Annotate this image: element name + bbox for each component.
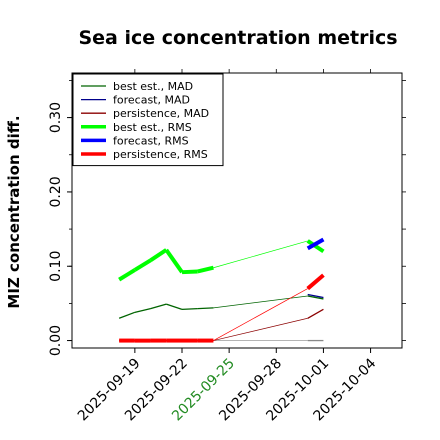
best-est-rms-line-segment	[149, 248, 168, 262]
persistence-rms-line-segment	[306, 273, 325, 291]
forecast-mad-line-segment	[307, 293, 324, 299]
best-est-mad-line-segment	[166, 303, 183, 310]
y-tick-label: 0.30	[48, 102, 64, 133]
best-est-rms-line-segment	[213, 240, 308, 269]
best-est-mad-line-segment	[181, 307, 198, 311]
y-axis-label: MIZ concentration diff.	[5, 115, 23, 308]
best-est-mad-line-segment	[197, 307, 214, 310]
chart-title: Sea ice concentration metrics	[78, 27, 397, 49]
y-tick-label: 0.10	[48, 251, 64, 282]
best-est-mad-line-segment	[150, 303, 167, 310]
best-est-mad-line-segment	[134, 307, 151, 313]
y-tick-label: 0.20	[48, 176, 64, 207]
legend-label: forecast, RMS	[113, 134, 189, 147]
legend-label: best est., MAD	[113, 80, 193, 93]
series-lines	[118, 237, 325, 343]
legend-label: best est., RMS	[113, 121, 192, 134]
best-est-mad-line-segment	[307, 295, 324, 300]
best-est-mad-line-segment	[118, 311, 136, 319]
best-est-rms-line-segment	[164, 248, 184, 274]
plot-area	[71, 72, 403, 349]
legend-box	[72, 73, 224, 167]
best-est-rms-line-segment	[181, 269, 198, 275]
persistence-mad-line-segment	[307, 308, 324, 319]
best-est-rms-line-segment	[197, 265, 214, 274]
best-est-mad-line-segment	[213, 295, 308, 309]
persistence-rms-line-segment	[213, 288, 308, 341]
y-tick-label: 0.00	[48, 325, 64, 356]
forecast-rms-line-segment	[306, 237, 325, 251]
best-est-rms-line-segment	[133, 258, 152, 272]
y-axis: 0.00 0.10 0.20 0.30	[48, 80, 406, 356]
legend-label: persistence, RMS	[113, 148, 208, 161]
persistence-mad-line-segment	[213, 317, 308, 341]
best-est-rms-line-segment	[118, 268, 136, 282]
legend-label: forecast, MAD	[113, 94, 190, 107]
legend-label: persistence, MAD	[113, 107, 209, 120]
